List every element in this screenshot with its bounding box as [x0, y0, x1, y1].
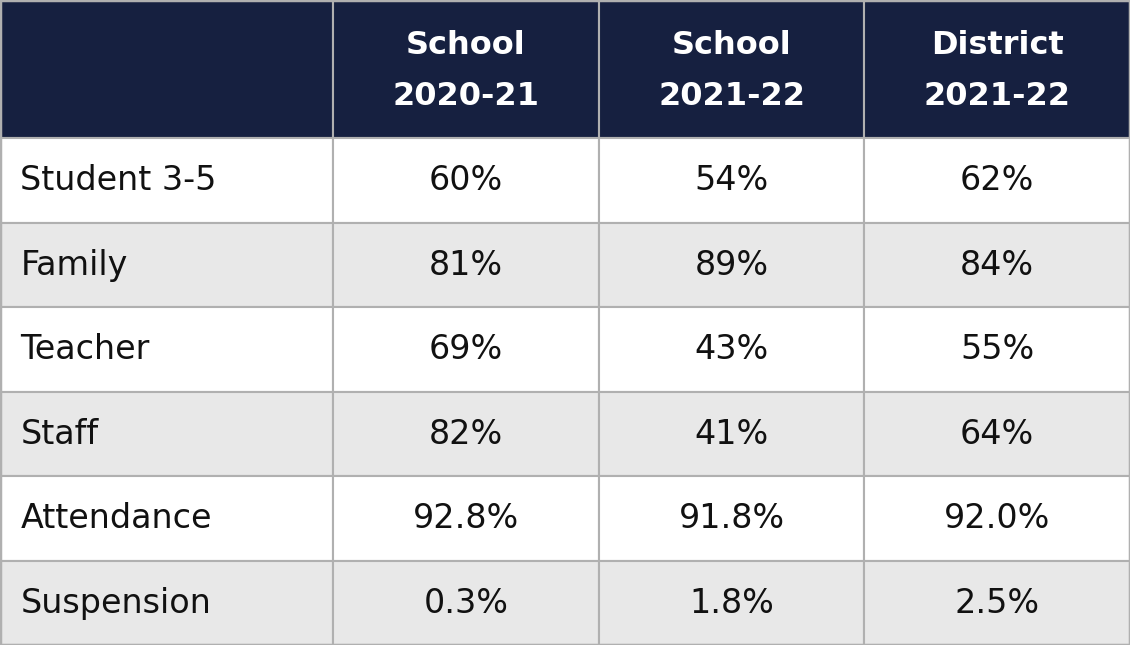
Bar	[864, 0, 1130, 138]
Text: 92.0%: 92.0%	[944, 502, 1051, 535]
Text: 55%: 55%	[960, 333, 1034, 366]
Bar	[0, 138, 333, 223]
Bar	[333, 0, 599, 138]
Text: 81%: 81%	[429, 248, 503, 282]
Text: 2.5%: 2.5%	[955, 586, 1040, 620]
Bar	[0, 223, 333, 307]
Bar	[333, 223, 599, 307]
Text: 0.3%: 0.3%	[424, 586, 508, 620]
Text: Staff: Staff	[20, 417, 98, 451]
Text: 91.8%: 91.8%	[679, 502, 784, 535]
Text: 54%: 54%	[695, 164, 768, 197]
Text: 43%: 43%	[695, 333, 768, 366]
Bar	[599, 138, 864, 223]
Bar	[599, 307, 864, 392]
Text: 89%: 89%	[695, 248, 768, 282]
Bar	[864, 223, 1130, 307]
Bar	[333, 561, 599, 645]
Text: 1.8%: 1.8%	[689, 586, 774, 620]
Text: School: School	[407, 30, 525, 61]
Bar	[599, 0, 864, 138]
Bar	[864, 476, 1130, 561]
Text: Suspension: Suspension	[20, 586, 211, 620]
Bar	[864, 392, 1130, 476]
Bar	[864, 561, 1130, 645]
Text: 92.8%: 92.8%	[412, 502, 520, 535]
Text: 64%: 64%	[960, 417, 1034, 451]
Bar	[864, 307, 1130, 392]
Bar	[333, 138, 599, 223]
Text: School: School	[672, 30, 791, 61]
Text: 82%: 82%	[429, 417, 503, 451]
Bar	[0, 0, 333, 138]
Bar	[864, 138, 1130, 223]
Text: District: District	[931, 30, 1063, 61]
Text: Student 3-5: Student 3-5	[20, 164, 217, 197]
Bar	[333, 392, 599, 476]
Bar	[0, 392, 333, 476]
Text: Teacher: Teacher	[20, 333, 149, 366]
Text: 2021-22: 2021-22	[923, 81, 1071, 112]
Bar	[0, 307, 333, 392]
Bar	[333, 476, 599, 561]
Text: 41%: 41%	[695, 417, 768, 451]
Bar	[0, 476, 333, 561]
Bar	[599, 223, 864, 307]
Text: 2020-21: 2020-21	[392, 81, 540, 112]
Bar	[599, 392, 864, 476]
Bar	[599, 561, 864, 645]
Text: 60%: 60%	[429, 164, 503, 197]
Text: 2021-22: 2021-22	[658, 81, 806, 112]
Text: Family: Family	[20, 248, 128, 282]
Bar	[333, 307, 599, 392]
Text: 84%: 84%	[960, 248, 1034, 282]
Text: Attendance: Attendance	[20, 502, 211, 535]
Text: 69%: 69%	[429, 333, 503, 366]
Bar	[599, 476, 864, 561]
Bar	[0, 561, 333, 645]
Text: 62%: 62%	[960, 164, 1034, 197]
